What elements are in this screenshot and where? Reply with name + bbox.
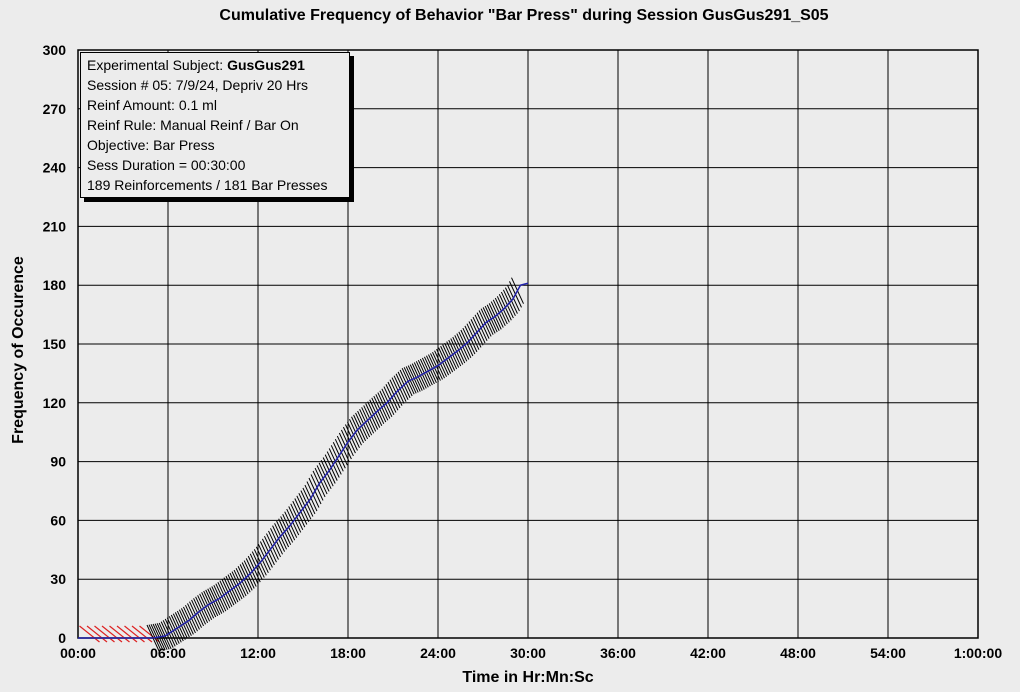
- x-tick-label: 54:00: [870, 645, 906, 661]
- x-tick-label: 1:00:00: [954, 645, 1002, 661]
- info-session: Session # 05: 7/9/24, Depriv 20 Hrs: [87, 77, 309, 93]
- y-tick-label: 270: [43, 101, 67, 117]
- y-tick-label: 90: [50, 454, 66, 470]
- reinforcement-mark: [101, 625, 123, 643]
- x-tick-label: 24:00: [420, 645, 456, 661]
- reinforcement-mark: [124, 625, 145, 643]
- reinforcement-mark: [131, 625, 153, 643]
- info-objective: Objective: Bar Press: [87, 137, 215, 153]
- y-tick-label: 120: [43, 395, 67, 411]
- x-tick-label: 18:00: [330, 645, 366, 661]
- y-tick-label: 240: [43, 160, 67, 176]
- info-subject-label: Experimental Subject:: [87, 57, 228, 73]
- reinforcement-mark: [116, 625, 138, 643]
- chart-title: Cumulative Frequency of Behavior "Bar Pr…: [219, 7, 828, 24]
- session-info-box: Experimental Subject: GusGus291 Session …: [80, 52, 350, 198]
- reinforcement-mark: [109, 625, 130, 643]
- y-tick-label: 0: [58, 630, 66, 646]
- reinforcement-mark: [79, 625, 100, 643]
- tick-labels: 00:00 06:00 12:00 18:00 24:00 30:00 36:00 42:00…: [43, 42, 1003, 661]
- info-duration: Sess Duration = 00:30:00: [87, 157, 246, 173]
- x-tick-label: 30:00: [510, 645, 546, 661]
- x-tick-label: 48:00: [780, 645, 816, 661]
- reinforcement-mark: [94, 625, 115, 643]
- cumulative-line: [78, 282, 529, 639]
- x-tick-label: 06:00: [150, 645, 186, 661]
- reinforcement-mark: [86, 625, 108, 643]
- info-reinf-rule: Reinf Rule: Manual Reinf / Bar On: [87, 117, 299, 133]
- x-tick-label: 36:00: [600, 645, 636, 661]
- info-subject: Experimental Subject: GusGus291: [87, 55, 349, 75]
- x-tick-label: 00:00: [60, 645, 96, 661]
- y-axis-label: Frequency of Occurence: [10, 256, 27, 444]
- series-layer: [78, 282, 529, 639]
- x-tick-label: 12:00: [240, 645, 276, 661]
- y-tick-label: 180: [43, 277, 67, 293]
- y-tick-label: 210: [43, 218, 67, 234]
- y-tick-label: 60: [50, 512, 66, 528]
- info-subject-value: GusGus291: [227, 57, 305, 73]
- x-tick-label: 42:00: [690, 645, 726, 661]
- y-tick-label: 150: [43, 336, 67, 352]
- info-reinf-amount: Reinf Amount: 0.1 ml: [87, 97, 217, 113]
- x-axis-label: Time in Hr:Mn:Sc: [462, 669, 593, 686]
- info-totals: 189 Reinforcements / 181 Bar Presses: [87, 177, 328, 193]
- y-tick-label: 30: [50, 571, 66, 587]
- y-tick-label: 300: [43, 42, 67, 58]
- reinforcement-marks: [79, 625, 160, 643]
